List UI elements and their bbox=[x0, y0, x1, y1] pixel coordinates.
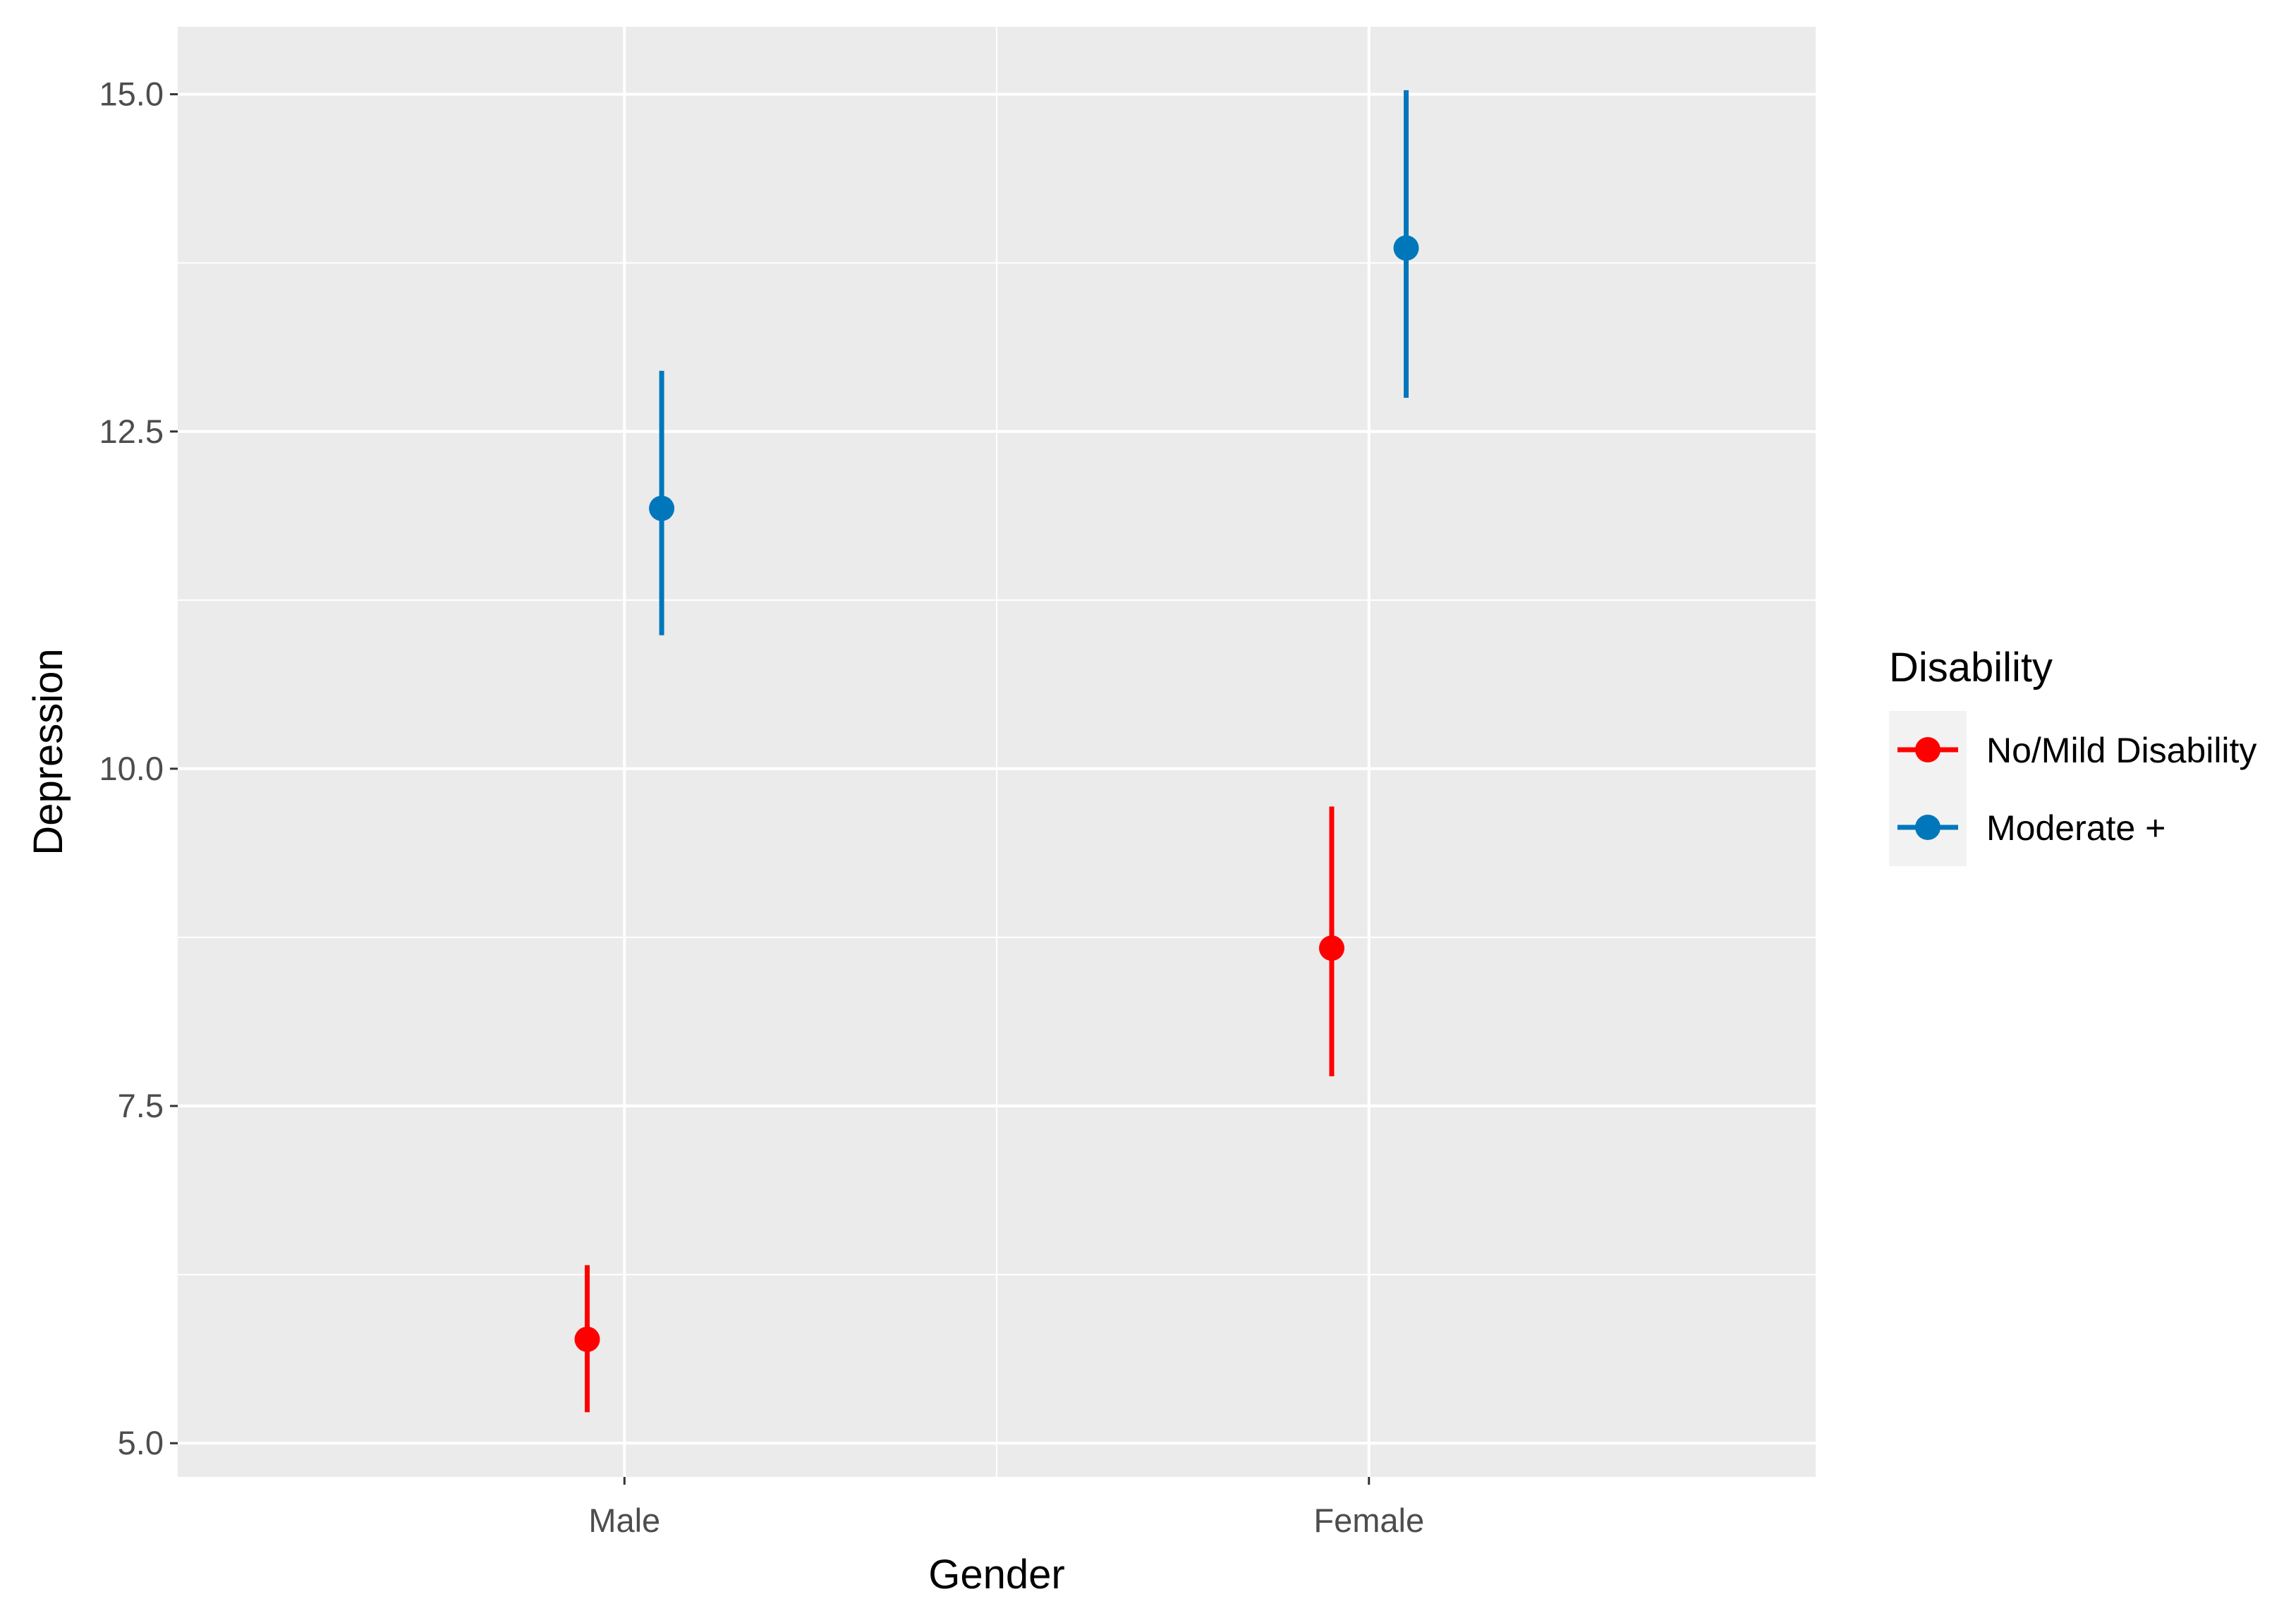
x-axis-title: Gender bbox=[928, 1552, 1064, 1598]
legend-key-point bbox=[1915, 815, 1940, 840]
data-point-0-0 bbox=[574, 1326, 600, 1352]
y-axis-ticks: 5.0 7.5 10.0 12.5 15.0 bbox=[99, 75, 178, 1461]
legend-label-0: No/Mild Disability bbox=[1986, 731, 2256, 770]
y-axis-title: Depression bbox=[25, 648, 71, 855]
y-tick-label: 12.5 bbox=[99, 413, 164, 450]
major-gridlines bbox=[178, 27, 1816, 1477]
x-tick-label-male: Male bbox=[588, 1502, 660, 1539]
data-point-1-0 bbox=[649, 495, 675, 521]
y-tick-label: 7.5 bbox=[118, 1087, 164, 1124]
x-axis-ticks: Male Female bbox=[588, 1477, 1424, 1539]
data-point-0-1 bbox=[1318, 935, 1344, 961]
y-tick-label: 5.0 bbox=[118, 1424, 164, 1461]
y-tick-label: 15.0 bbox=[99, 75, 164, 113]
legend: Disability No/Mild Disability Moderate + bbox=[1889, 645, 2256, 866]
y-tick-label: 10.0 bbox=[99, 750, 164, 787]
legend-label-1: Moderate + bbox=[1986, 808, 2166, 848]
minor-gridlines bbox=[178, 27, 1816, 1477]
data-marks bbox=[574, 90, 1419, 1413]
legend-key-point bbox=[1915, 737, 1940, 762]
data-point-1-1 bbox=[1393, 235, 1419, 261]
x-tick-label-female: Female bbox=[1313, 1502, 1424, 1539]
legend-title: Disability bbox=[1889, 645, 2053, 691]
